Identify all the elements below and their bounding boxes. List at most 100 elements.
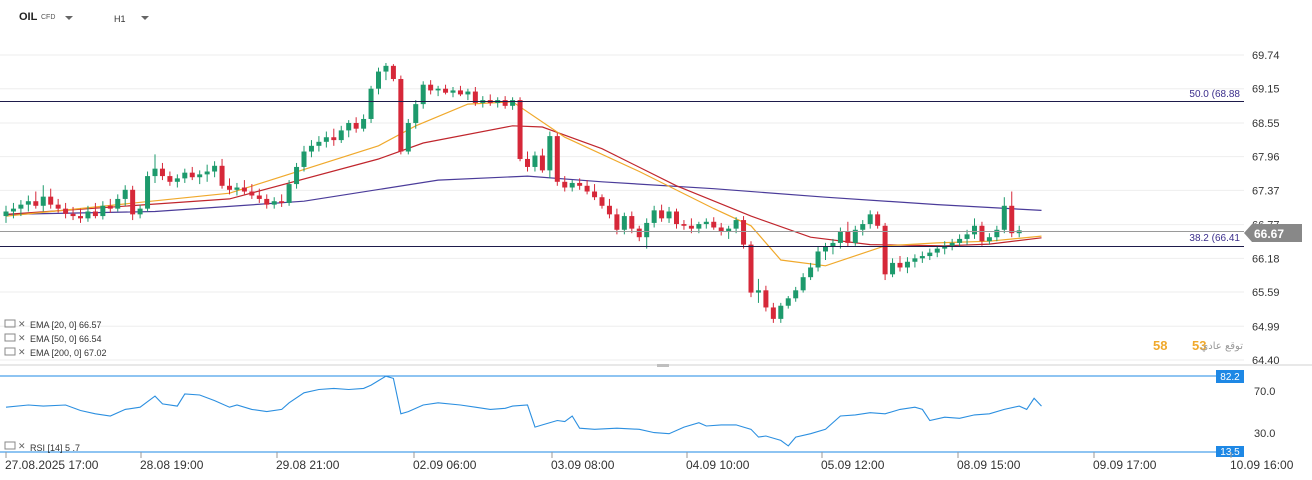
candle [197, 170, 203, 185]
candle [726, 225, 732, 239]
candle [10, 202, 16, 219]
candle [755, 278, 761, 303]
time-tick-label: 09.09 17:00 [1093, 458, 1157, 472]
candle [815, 246, 821, 272]
timeframe-dropdown-icon[interactable] [141, 16, 149, 20]
candle [115, 194, 121, 212]
candle [674, 208, 679, 229]
candle [942, 241, 948, 255]
candle [361, 114, 367, 132]
candle [882, 222, 888, 281]
price-tick-label: 64.40 [1252, 355, 1280, 367]
candle [569, 180, 575, 192]
candle [517, 97, 523, 162]
legend-ema50-text: EMA [50, 0] 66.54 [30, 334, 102, 344]
candle [599, 194, 605, 209]
candle [592, 184, 598, 201]
legend-rsi[interactable]: ✕ RSI [14] 5 .7 [4, 441, 80, 453]
candle [271, 197, 277, 209]
candle [159, 162, 165, 181]
candle [890, 258, 896, 278]
legend-ema20-text: EMA [20, 0] 66.57 [30, 320, 102, 330]
candle [182, 168, 188, 183]
legend-ema20[interactable]: ✕ EMA [20, 0] 66.57 [4, 319, 102, 330]
candle [353, 117, 359, 133]
sentiment-sell: 53 [1192, 338, 1206, 353]
candle [241, 180, 247, 195]
candle [122, 185, 128, 206]
candle [85, 205, 91, 222]
candle [577, 178, 583, 190]
price-tick-label: 67.37 [1252, 185, 1280, 197]
candle [510, 97, 516, 110]
legend-rsi-text: RSI [14] 5 .7 [30, 443, 80, 453]
candle [3, 205, 9, 223]
candle [986, 233, 992, 245]
candle [55, 198, 61, 213]
candle [249, 184, 255, 199]
candle [614, 208, 620, 235]
candle [219, 158, 225, 189]
candle [107, 198, 113, 213]
candle [465, 88, 471, 101]
candle [443, 84, 449, 95]
candle [957, 234, 963, 247]
legend-ema50[interactable]: ✕ EMA [50, 0] 66.54 [4, 333, 102, 344]
candle [495, 97, 501, 108]
legend-ema200[interactable]: ✕ EMA [200, 0] 67.02 [4, 347, 107, 358]
candle [413, 100, 419, 129]
symbol-label[interactable]: OIL [19, 11, 38, 23]
time-tick-label: 03.09 08:00 [551, 458, 615, 472]
time-tick-label: 28.08 19:00 [140, 458, 204, 472]
candle [279, 194, 285, 207]
candle [860, 220, 866, 236]
remove-icon: ✕ [18, 319, 26, 329]
legend-ema200-text: EMA [200, 0] 67.02 [30, 348, 107, 358]
grid-lines [0, 54, 1244, 361]
candle [964, 229, 970, 245]
candle [227, 178, 232, 195]
candle [666, 206, 672, 223]
candle [539, 148, 545, 173]
candle [808, 262, 814, 281]
candle [904, 257, 910, 274]
candle [368, 85, 374, 123]
timeframe-label[interactable]: H1 [114, 14, 126, 24]
candle [852, 225, 858, 246]
rsi-tick-30: 30.0 [1254, 428, 1275, 440]
candle [502, 96, 508, 109]
candle [949, 238, 955, 251]
candle [547, 131, 553, 179]
ema20-line [5, 101, 1042, 267]
pane-resize-handle[interactable] [657, 364, 669, 367]
time-tick-label: 10.09 16:00 [1230, 458, 1294, 472]
candle [867, 210, 873, 229]
fib-38-label: 38.2 (66.41 [1189, 233, 1240, 244]
rsi-lower-value: 13.5 [1220, 447, 1240, 458]
candle [316, 136, 322, 152]
candle [346, 120, 352, 138]
candle [606, 198, 612, 219]
current-price-tag: 66.67 [1244, 224, 1302, 242]
candle [301, 145, 307, 172]
candle [688, 218, 694, 234]
candle [323, 131, 329, 148]
candle [212, 161, 218, 178]
candle [92, 202, 98, 219]
candle [100, 201, 106, 220]
time-axis[interactable]: 27.08.2025 17:00 28.08 19:00 29.08 21:00 02… [5, 452, 1294, 472]
candle [1001, 197, 1007, 234]
candle [398, 75, 404, 155]
symbol-dropdown-icon[interactable] [65, 16, 73, 20]
candle [204, 164, 210, 182]
remove-icon: ✕ [18, 333, 26, 343]
price-tick-label: 66.18 [1252, 253, 1280, 265]
candle [264, 194, 270, 209]
time-tick-label: 02.09 06:00 [413, 458, 477, 472]
candle [286, 180, 292, 206]
candle [33, 191, 39, 209]
price-axis[interactable]: 69.7469.1568.5567.9667.3766.7766.1865.59… [1252, 50, 1280, 367]
price-tick-label: 65.59 [1252, 287, 1280, 299]
candle [256, 188, 262, 203]
